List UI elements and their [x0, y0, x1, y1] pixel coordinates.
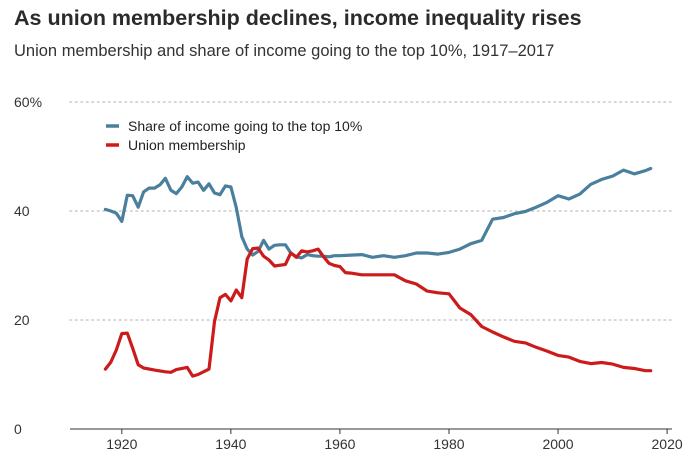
y-tick-label: 60% [14, 94, 42, 110]
chart-title: As union membership declines, income ine… [14, 6, 582, 30]
x-tick-label: 1960 [324, 436, 355, 452]
y-tick-label: 0 [14, 421, 22, 437]
series-line-union-membership [103, 246, 653, 378]
y-tick-label: 20 [14, 312, 30, 328]
x-tick-label: 1920 [106, 436, 137, 452]
legend-label: Share of income going to the top 10% [128, 118, 362, 134]
legend: Share of income going to the top 10% Unio… [106, 118, 362, 153]
x-tick-label: 2020 [652, 436, 683, 452]
gridlines [69, 101, 673, 321]
legend-label: Union membership [128, 137, 246, 153]
chart-subtitle: Union membership and share of income goi… [14, 42, 555, 60]
series-line-top-10-share [103, 166, 653, 260]
y-axis-ticks: 0 20 40 60% [14, 94, 42, 437]
series-lines [103, 166, 653, 378]
x-tick-label: 1980 [433, 436, 464, 452]
x-axis: 1920 1940 1960 1980 2000 2020 [70, 428, 683, 452]
x-tick-label: 1940 [215, 436, 246, 452]
x-tick-label: 2000 [542, 436, 573, 452]
y-tick-label: 40 [14, 203, 30, 219]
